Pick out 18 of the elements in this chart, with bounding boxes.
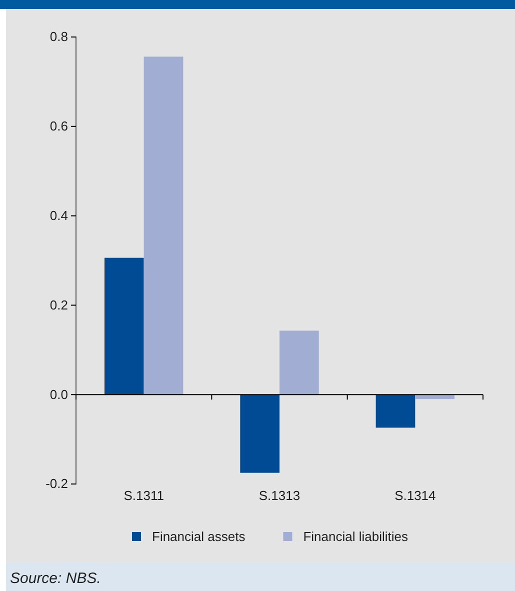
legend-label: Financial assets [152, 529, 246, 544]
bar [376, 394, 416, 428]
y-tick-label: 0.4 [50, 208, 68, 223]
y-tick-label: 0.0 [50, 386, 68, 402]
y-tick-label: 0.2 [50, 297, 68, 312]
x-tick-label: S.1311 [124, 488, 164, 503]
x-tick-label: S.1313 [258, 488, 300, 503]
source-note: Source: NBS. [10, 570, 101, 587]
bar [415, 394, 455, 400]
y-tick-label: -0.2 [46, 476, 68, 492]
y-tick-label: 0.6 [50, 118, 68, 134]
bar [144, 56, 184, 395]
bar [104, 258, 144, 395]
x-tick-label: S.1314 [394, 488, 436, 503]
legend-label: Financial liabilities [303, 529, 408, 544]
bar [240, 394, 280, 473]
y-tick-label: 0.8 [50, 29, 68, 44]
bar [280, 330, 319, 395]
